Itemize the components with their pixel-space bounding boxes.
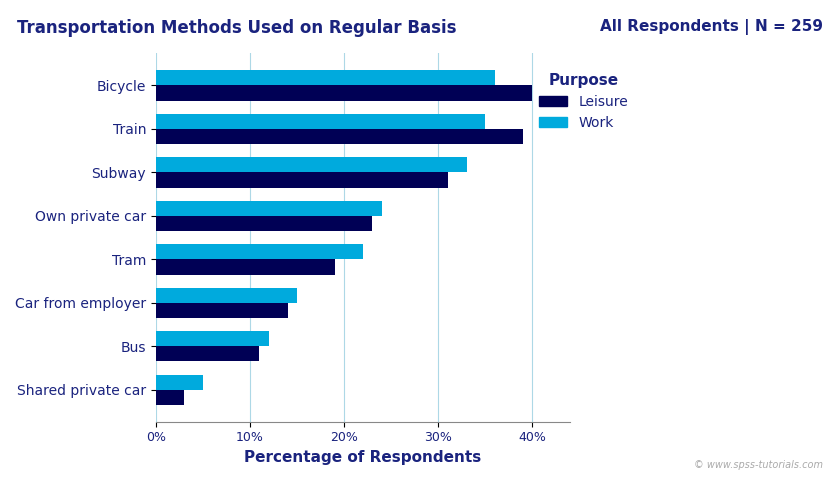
Bar [156,346,260,361]
Bar [156,390,184,405]
Bar [156,157,466,172]
X-axis label: Percentage of Respondents: Percentage of Respondents [244,450,481,465]
Bar [156,288,297,303]
Bar [156,331,269,346]
Bar [156,85,533,101]
Bar [156,374,203,390]
Legend: Leisure, Work: Leisure, Work [533,68,633,136]
Bar [156,259,334,275]
Bar [156,244,363,259]
Text: Transportation Methods Used on Regular Basis: Transportation Methods Used on Regular B… [17,19,456,37]
Text: All Respondents | N = 259: All Respondents | N = 259 [601,19,823,35]
Text: © www.spss-tutorials.com: © www.spss-tutorials.com [694,460,823,470]
Bar [156,216,372,231]
Bar [156,303,287,318]
Bar [156,70,495,85]
Bar [156,114,486,129]
Bar [156,129,523,144]
Bar [156,201,382,216]
Bar [156,172,448,188]
